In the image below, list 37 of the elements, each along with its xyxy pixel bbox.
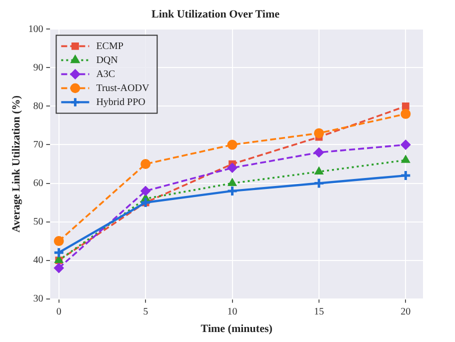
x-tick-label: 10 (227, 306, 238, 318)
legend-label: A3C (96, 68, 116, 80)
point (400, 108, 411, 119)
point (140, 159, 151, 169)
point (402, 102, 410, 110)
y-tick-label: 90 (33, 62, 44, 74)
point (227, 140, 238, 150)
y-tick-label: 80 (33, 100, 44, 112)
y-tick-label: 70 (33, 139, 44, 150)
point (228, 178, 237, 186)
legend-label: Trust-AODV (96, 82, 150, 94)
y-tick-label: 30 (33, 293, 44, 304)
point (400, 140, 411, 150)
x-axis-title: Time (minutes) (200, 323, 273, 336)
point (314, 147, 324, 158)
y-tick-label: 40 (33, 254, 44, 266)
x-tick-label: 15 (314, 306, 324, 318)
x-tick-label: 20 (400, 306, 411, 318)
point (227, 162, 238, 173)
y-tick-label: 100 (28, 24, 44, 35)
point (314, 166, 324, 174)
y-axis-title: Average Link Utilization (%) (10, 95, 22, 232)
legend-label: DQN (96, 54, 118, 66)
y-tick-label: 50 (33, 216, 44, 228)
legend-label: Hybrid PPO (96, 96, 146, 108)
point (140, 186, 151, 196)
point (54, 262, 64, 273)
x-tick-label: 5 (143, 306, 148, 318)
chart-title: Link Utilization Over Time (151, 8, 280, 20)
y-tick-label: 60 (33, 178, 44, 189)
point (313, 178, 325, 190)
x-tick-label: 0 (56, 306, 62, 318)
point (401, 155, 410, 163)
point (314, 128, 324, 138)
point (226, 185, 238, 197)
point (54, 236, 64, 246)
legend-label: ECMP (96, 40, 124, 52)
